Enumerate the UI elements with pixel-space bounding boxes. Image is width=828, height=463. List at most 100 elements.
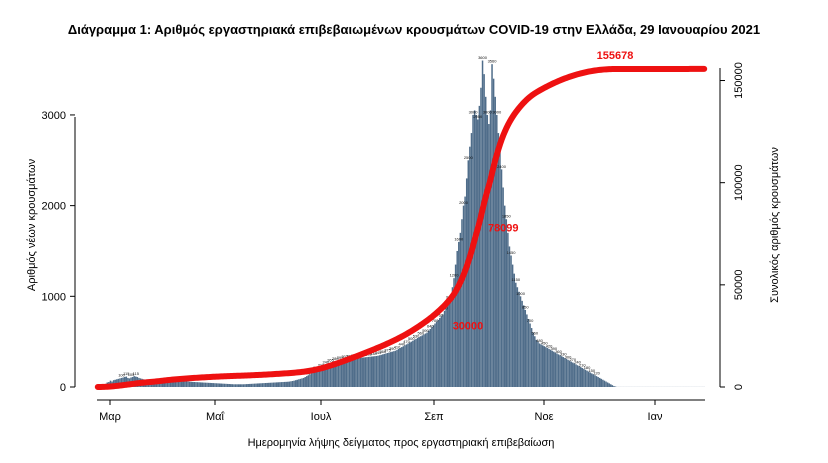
bar-value-label-255: 2400 [497,164,507,169]
bar-day-152 [337,360,340,387]
bar-day-242 [480,87,482,388]
bar-day-117 [282,382,284,387]
bar-day-303 [576,365,579,387]
y-right-tick-label-1: 50000 [733,270,745,301]
bar-day-274 [530,328,533,387]
bar-value-label-240: 2950 [473,114,483,119]
bar-day-215 [437,319,439,387]
bar-day-268 [521,300,523,387]
bar-day-191 [399,348,401,387]
bar-day-47 [171,379,173,387]
bar-value-label-303: 240 [574,360,581,365]
bar-day-140 [318,368,321,387]
bar-day-127 [298,379,300,387]
cumulative-line [94,65,708,390]
bar-day-56 [185,381,188,387]
bar-day-70 [207,382,210,387]
bar-day-135 [310,373,313,387]
bar-day-220 [445,307,447,387]
bar-value-label-198: 500 [408,336,415,341]
bar-day-164 [356,358,359,387]
bar-day-90 [239,384,242,387]
bar-day-211 [431,327,433,387]
bar-day-160 [350,358,352,387]
y-left-ticks: 0 1000 2000 3000 [42,110,75,394]
bar-day-58 [188,381,191,387]
y-right-tick-label-3: 150000 [733,62,745,99]
x-axis-label: Ημερομηνία λήψης δείγματος προς εργαστηρ… [248,437,555,449]
bar-day-231 [462,205,465,387]
bar-day-91 [241,384,243,387]
bar-day-285 [548,348,550,387]
bar-value-label-288: 390 [550,346,557,351]
bar-day-186 [391,351,394,387]
bar-day-162 [353,358,356,387]
bar-day-318 [600,378,603,387]
bar-day-216 [439,318,441,387]
bar-day-319 [602,379,604,387]
bar-day-145 [326,364,329,387]
bar-day-288 [553,351,555,387]
bar-day-182 [385,353,387,387]
bar-value-label-21: 105 [128,372,135,377]
bar-day-208 [426,332,428,387]
bar-day-148 [331,362,333,387]
bar-day-88 [236,384,238,387]
bar-day-217 [440,316,443,387]
bar-day-184 [388,352,390,387]
bar-day-218 [442,314,444,387]
bar-value-label-285: 420 [546,343,553,348]
bar-day-87 [234,384,237,387]
bar-day-54 [182,381,185,387]
bar-day-291 [557,354,560,387]
bar-value-label-195: 470 [403,339,410,344]
bar-day-141 [320,367,322,387]
bar-day-72 [211,383,213,387]
bar-day-293 [560,356,563,387]
bar-value-label-225: 1200 [450,273,460,278]
bar-day-301 [573,363,576,387]
bar-day-256 [502,187,504,387]
bar-day-260 [508,246,511,387]
bar-day-178 [378,355,381,387]
bar-day-284 [546,348,549,387]
bar-day-239 [475,114,477,387]
y-right-tick-label-2: 100000 [733,164,745,201]
bar-day-294 [562,357,565,387]
bar-day-168 [363,357,365,387]
bar-day-203 [418,337,420,387]
bar-day-311 [589,372,591,387]
bar-day-61 [193,382,196,387]
bar-day-290 [556,353,558,387]
bar-day-183 [386,352,389,387]
bar-day-286 [549,349,552,387]
bar-day-297 [567,359,569,387]
bar-day-108 [268,382,270,387]
bar-day-279 [538,343,541,387]
bar-value-label-282: 450 [541,341,548,346]
bar-value-label-309: 180 [584,365,591,370]
bar-day-172 [369,356,371,387]
bar-day-304 [578,366,580,387]
bar-day-80 [223,383,226,387]
bar-day-232 [464,196,466,387]
bar-day-190 [397,348,400,387]
bar-day-314 [594,375,596,387]
annotation-1: 78099 [488,222,519,234]
bar-day-128 [299,378,302,387]
bar-day-209 [427,330,430,387]
bar-day-113 [275,382,278,387]
bar-day-259 [507,232,509,387]
bar-day-310 [587,371,590,387]
y-right-ticks: 0 50000 100000 150000 [720,62,745,390]
bar-day-142 [321,367,324,387]
bar-day-221 [446,303,449,387]
bar-day-106 [264,383,267,387]
bar-value-label-231: 2000 [459,200,469,205]
bar-value-label-15: 100 [118,372,125,377]
bar-day-292 [559,355,561,387]
bar-day-194 [404,345,406,387]
bar-day-250 [492,78,495,388]
bar-day-131 [304,377,306,387]
bar-value-label-306: 210 [579,362,586,367]
